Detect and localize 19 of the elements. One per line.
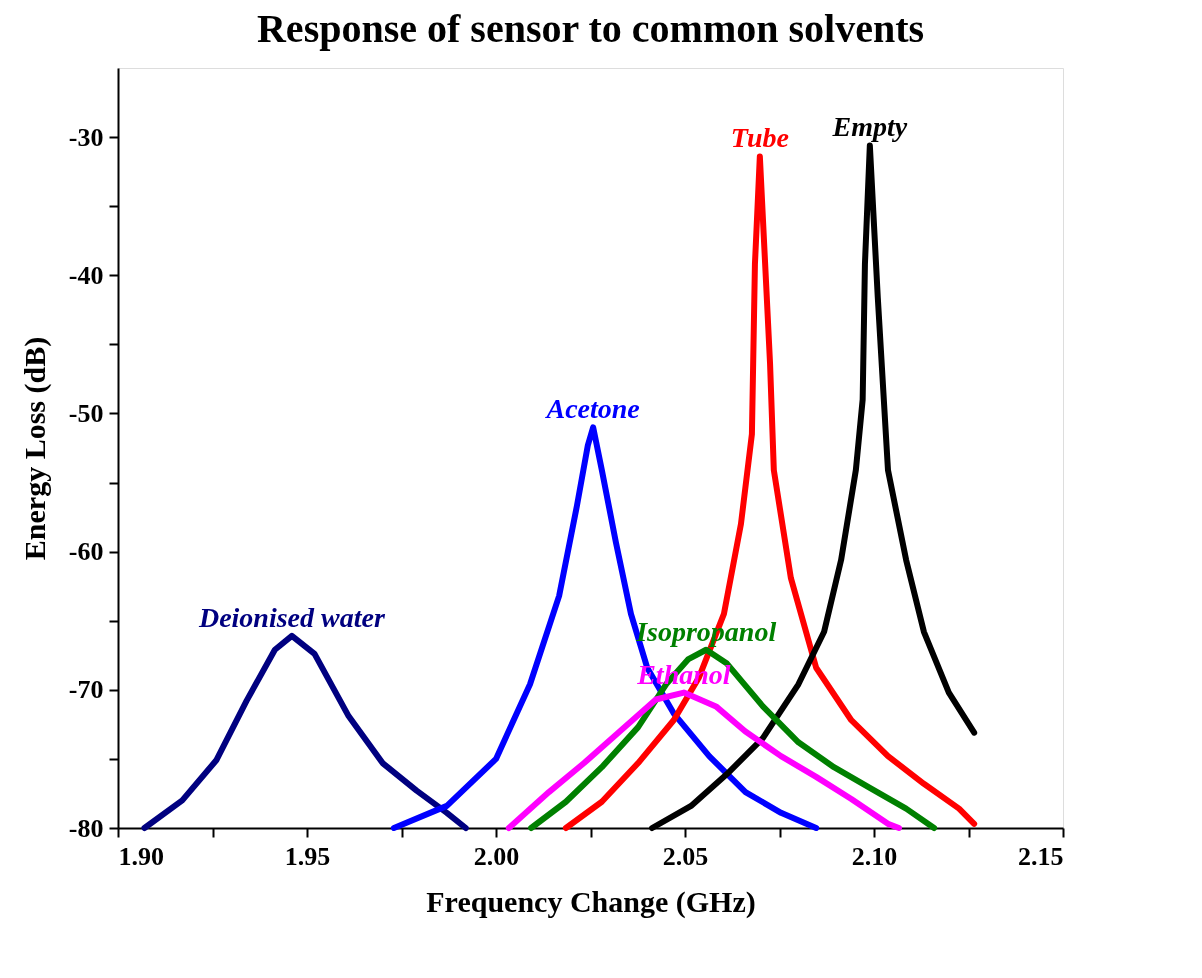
x-tick-label: 1.90 [118,841,164,871]
x-tick-label: 2.15 [1018,841,1064,871]
y-axis-title: Energy Loss (dB) [17,336,52,561]
x-axis-title: Frequency Change (GHz) [426,884,756,919]
y-tick-label: -40 [68,260,104,290]
y-tick-label: -50 [68,398,104,428]
x-tick-label: 2.00 [473,841,520,871]
series-label: Tube [730,122,789,154]
series-label: Acetone [544,393,640,425]
x-tick-label: 1.95 [284,841,331,871]
x-tick-label: 2.05 [662,841,709,871]
series-label: Empty [831,111,908,143]
y-tick-label: -30 [68,122,104,152]
y-tick-label: -80 [68,813,104,843]
series-label: Deionised water [197,601,386,633]
y-tick-label: -70 [68,675,104,705]
x-tick-label: 2.10 [851,841,898,871]
chart-title: Response of sensor to common solvents [256,6,925,51]
y-tick-label: -60 [68,537,104,567]
